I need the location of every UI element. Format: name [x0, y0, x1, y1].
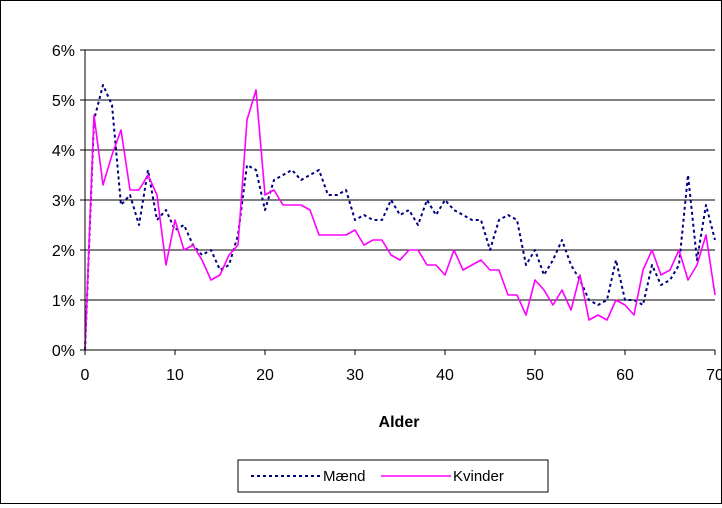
series-line-maend	[84, 84, 716, 351]
x-tick-label: 60	[616, 367, 634, 384]
y-tick-label: 4%	[52, 143, 75, 160]
axes: 0% 1% 2% 3% 4% 5% 6% 0 10 20 30 40 50 60 70	[52, 43, 722, 384]
legend: Mænd Kvinder	[237, 459, 549, 493]
x-tick-label: 20	[256, 367, 274, 384]
y-tick-label: 6%	[52, 43, 75, 60]
x-tick-label: 70	[706, 367, 721, 384]
x-tick-label: 30	[346, 367, 364, 384]
legend-label-kvinder: Kvinder	[453, 468, 504, 485]
x-tick-label: 40	[436, 367, 454, 384]
y-tick-label: 1%	[52, 293, 75, 310]
y-tick-label: 3%	[52, 193, 75, 210]
y-tick-label: 5%	[52, 93, 75, 110]
x-tick-label: 10	[166, 367, 184, 384]
x-tick-label: 50	[526, 367, 544, 384]
gridlines	[85, 49, 715, 301]
x-axis-title: Alder	[379, 414, 420, 431]
series-layer	[84, 84, 716, 351]
legend-label-maend: Mænd	[323, 468, 366, 485]
y-tick-label: 2%	[52, 243, 75, 260]
series-line-kvinder	[84, 89, 716, 351]
y-tick-label: 0%	[52, 343, 75, 360]
x-tick-label: 0	[81, 367, 90, 384]
